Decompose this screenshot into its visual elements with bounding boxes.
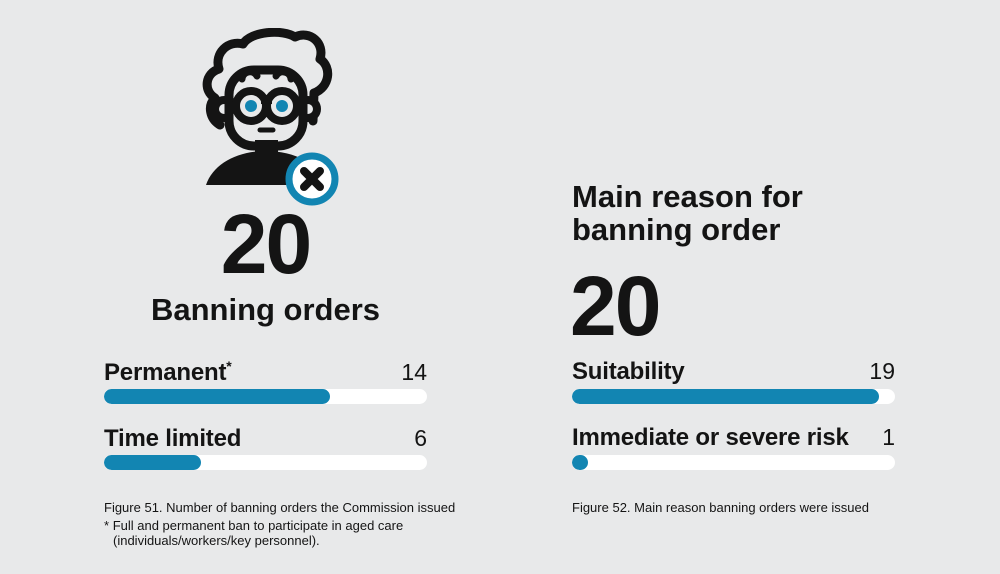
left-footnote: * Full and permanent ban to participate … — [104, 518, 444, 549]
asterisk-marker: * — [226, 358, 232, 374]
right-figure-caption: Figure 52. Main reason banning orders we… — [572, 500, 870, 515]
banned-person-icon — [193, 28, 345, 208]
stat-label: Permanent* — [104, 358, 232, 386]
footnote-line-2: (individuals/workers/key personnel). — [113, 533, 320, 549]
left-figure-caption: Figure 51. Number of banning orders the … — [104, 500, 456, 515]
bar-fill-permanent — [104, 389, 331, 404]
stat-value: 6 — [414, 425, 427, 451]
stat-label: Immediate or severe risk — [572, 424, 849, 451]
right-panel-title: Main reason for banning order — [572, 179, 912, 247]
banned-person-icon-svg — [202, 28, 339, 206]
right-total-count: 20 — [570, 259, 661, 353]
bar-track-time-limited — [104, 455, 427, 470]
left-panel-title: Banning orders — [150, 292, 381, 327]
stat-label: Time limited — [104, 425, 242, 452]
bar-track-suitability — [572, 389, 895, 404]
left-stat-row-time-limited: Time limited 6 — [104, 424, 427, 453]
ban-x-icon — [285, 152, 339, 206]
right-stat-row-suitability: Suitability 19 — [572, 358, 895, 386]
left-total-count: 20 — [220, 197, 312, 291]
bar-fill-time-limited — [104, 455, 201, 470]
bar-fill-immediate-risk — [572, 455, 589, 470]
stat-value: 14 — [401, 359, 427, 385]
right-stat-row-immediate-risk: Immediate or severe risk 1 — [572, 424, 895, 452]
footnote-line-1: * Full and permanent ban to participate … — [104, 518, 404, 533]
stat-label: Suitability — [572, 358, 685, 385]
bar-track-permanent — [104, 389, 427, 404]
stat-value: 1 — [882, 424, 895, 450]
left-stat-row-permanent: Permanent* 14 — [104, 358, 427, 387]
bar-track-immediate-risk — [572, 455, 895, 470]
stat-value: 19 — [869, 358, 895, 384]
right-title-line-2: banning order — [572, 211, 781, 247]
bar-fill-suitability — [572, 389, 879, 404]
right-title-line-1: Main reason for — [572, 179, 803, 214]
footnote-marker: * — [104, 518, 110, 533]
